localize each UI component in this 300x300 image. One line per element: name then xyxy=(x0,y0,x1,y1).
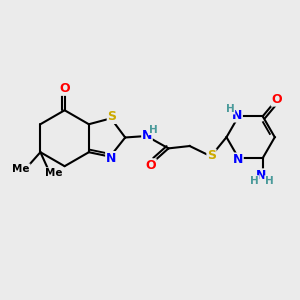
Text: N: N xyxy=(256,169,266,182)
Text: Me: Me xyxy=(45,168,62,178)
Text: Me: Me xyxy=(13,164,30,174)
Text: N: N xyxy=(232,109,242,122)
Text: N: N xyxy=(233,153,243,166)
Text: S: S xyxy=(207,149,216,162)
Text: S: S xyxy=(107,110,116,123)
Text: H: H xyxy=(226,104,235,114)
Text: O: O xyxy=(59,82,70,95)
Text: H: H xyxy=(250,176,259,186)
Text: O: O xyxy=(146,159,156,172)
Text: H: H xyxy=(148,124,157,134)
Text: O: O xyxy=(271,93,282,106)
Text: N: N xyxy=(106,152,116,165)
Text: N: N xyxy=(142,129,152,142)
Text: H: H xyxy=(265,176,274,186)
